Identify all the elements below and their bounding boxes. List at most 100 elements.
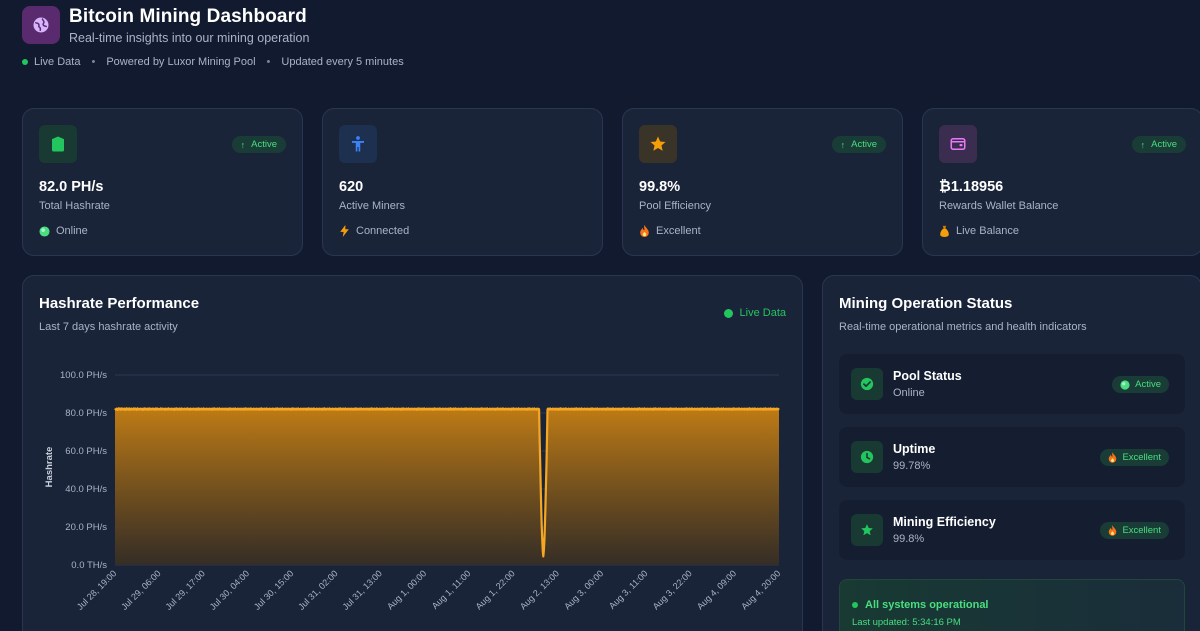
wallet-card: ↑ Active ₿1.18956 Rewards Wallet Balance … [922, 108, 1200, 256]
status-panel: Mining Operation Status Real-time operat… [822, 275, 1200, 631]
status-badge: Active [1112, 376, 1169, 393]
x-tick-label: Jul 29, 17:00 [163, 568, 207, 612]
hashrate-panel: Hashrate Performance Last 7 days hashrat… [22, 275, 803, 631]
dashboard-header: Bitcoin Mining Dashboard Real-time insig… [22, 6, 1182, 86]
x-tick-label: Aug 4, 09:00 [695, 568, 738, 611]
x-tick-label: Aug 4, 20:00 [739, 568, 782, 611]
star-icon [861, 524, 873, 536]
hashrate-chart[interactable]: 0.0 TH/s 20.0 PH/s 40.0 PH/s 60.0 PH/s 80.0 … [23, 276, 803, 631]
meta-powered: Powered by Luxor Mining Pool [106, 56, 256, 68]
status-item-pool: Pool Status Online Active [839, 354, 1185, 414]
x-tick-label: Jul 28, 19:00 [75, 568, 119, 612]
header-meta: Live Data • Powered by Luxor Mining Pool… [22, 56, 404, 68]
x-tick-label: Jul 31, 02:00 [296, 568, 340, 612]
live-dot-icon [22, 59, 28, 65]
efficiency-card: ↑ Active 99.8% Pool Efficiency Excellent [622, 108, 903, 256]
page-title: Bitcoin Mining Dashboard [69, 6, 307, 27]
meta-live: Live Data [34, 56, 81, 68]
last-updated: Last updated: 5:34:16 PM [852, 617, 961, 628]
clock-icon [860, 450, 874, 464]
status-item-uptime: Uptime 99.78% Excellent [839, 427, 1185, 487]
card-label: Rewards Wallet Balance [939, 200, 1059, 212]
miners-card: 620 Active Miners Connected [322, 108, 603, 256]
y-tick-label: 60.0 PH/s [65, 446, 107, 457]
status-badge: Excellent [1100, 449, 1169, 466]
x-tick-label: Aug 1, 11:00 [430, 568, 473, 611]
page-subtitle: Real-time insights into our mining opera… [69, 31, 310, 45]
y-tick-label: 100.0 PH/s [60, 370, 107, 381]
arrow-up-icon: ↑ [240, 139, 246, 150]
card-label: Pool Efficiency [639, 200, 711, 212]
x-tick-label: Aug 2, 13:00 [518, 568, 561, 611]
panel-title: Mining Operation Status [839, 295, 1013, 312]
shield-icon [52, 136, 64, 152]
x-tick-label: Jul 30, 04:00 [208, 568, 252, 612]
status-badge: ↑ Active [831, 136, 886, 153]
meta-separator: • [266, 56, 271, 68]
arrow-up-icon: ↑ [1140, 139, 1146, 150]
card-value: 99.8% [639, 179, 681, 195]
logo [22, 6, 60, 44]
system-status-title: All systems operational [852, 599, 989, 611]
x-tick-label: Aug 1, 00:00 [385, 568, 428, 611]
hashrate-line [114, 407, 780, 558]
status-item-title: Pool Status [893, 369, 962, 383]
hashrate-card: ↑ Active 82.0 PH/s Total Hashrate Online [22, 108, 303, 256]
money-bag-icon [939, 225, 950, 237]
status-badge: ↑ Active [231, 136, 286, 153]
green-dot-icon [1120, 379, 1130, 390]
fire-icon [1108, 525, 1117, 536]
card-label: Active Miners [339, 200, 406, 212]
card-icon-box [39, 125, 77, 163]
star-icon [650, 136, 666, 151]
meta-separator: • [91, 56, 96, 68]
status-icon-box [851, 441, 883, 473]
card-value: ₿1.18956 [939, 179, 1004, 195]
panel-title: Hashrate Performance [39, 295, 200, 312]
status-item-title: Mining Efficiency [893, 515, 996, 529]
x-tick-label: Aug 3, 22:00 [651, 568, 694, 611]
x-tick-label: Jul 31, 13:00 [340, 568, 384, 612]
y-tick-label: 80.0 PH/s [65, 408, 107, 419]
x-tick-label: Aug 1, 22:00 [474, 568, 517, 611]
card-status: Excellent [639, 225, 701, 237]
status-item-value: Online [893, 387, 925, 399]
live-dot-icon [852, 602, 858, 608]
card-status: Online [39, 225, 88, 237]
status-icon-box [851, 368, 883, 400]
status-item-value: 99.8% [893, 533, 925, 545]
panel-subtitle: Last 7 days hashrate activity [39, 321, 178, 333]
card-status: Connected [339, 225, 409, 237]
lightning-icon [339, 225, 350, 237]
status-item-efficiency: Mining Efficiency 99.8% Excellent [839, 500, 1185, 560]
status-item-title: Uptime [893, 442, 936, 456]
globe-icon [33, 17, 49, 33]
meta-updated: Updated every 5 minutes [281, 56, 404, 68]
status-badge: ↑ Active [1131, 136, 1186, 153]
x-tick-label: Jul 29, 06:00 [119, 568, 163, 612]
hashrate-area [115, 408, 779, 565]
card-label: Total Hashrate [39, 200, 110, 212]
status-badge: Excellent [1100, 522, 1169, 539]
y-tick-label: 40.0 PH/s [65, 484, 107, 495]
card-status: Live Balance [939, 225, 1019, 237]
wallet-icon [950, 138, 966, 150]
person-icon [352, 136, 364, 152]
y-tick-label: 20.0 PH/s [65, 522, 107, 533]
live-data-indicator: Live Data [723, 307, 786, 319]
check-circle-icon [860, 377, 874, 391]
fire-icon [1108, 452, 1117, 463]
x-tick-label: Jul 30, 15:00 [252, 568, 296, 612]
system-status-box: All systems operational Last updated: 5:… [839, 579, 1185, 631]
x-tick-label: Aug 3, 00:00 [562, 568, 605, 611]
card-value: 82.0 PH/s [39, 179, 104, 195]
card-icon-box [939, 125, 977, 163]
y-tick-label: 0.0 TH/s [71, 560, 107, 571]
card-icon-box [339, 125, 377, 163]
status-item-value: 99.78% [893, 460, 931, 472]
arrow-up-icon: ↑ [840, 139, 846, 150]
panel-subtitle: Real-time operational metrics and health… [839, 321, 1087, 333]
live-dot-icon [723, 308, 733, 318]
x-tick-label: Aug 3, 11:00 [607, 568, 650, 611]
y-axis-label: Hashrate [44, 447, 55, 488]
